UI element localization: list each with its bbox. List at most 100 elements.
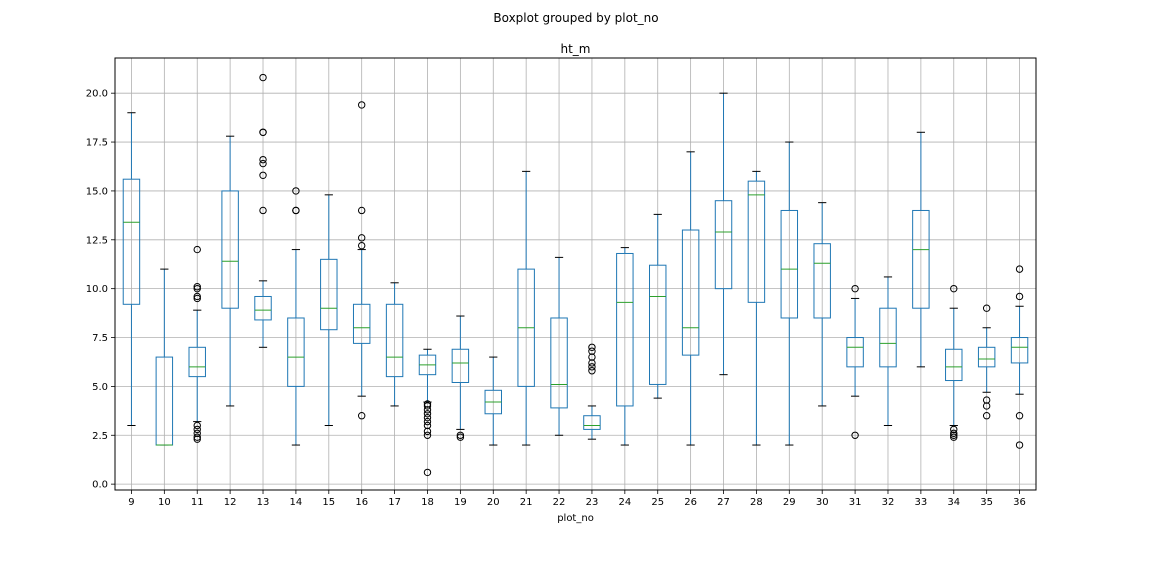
outlier-point xyxy=(259,128,267,136)
box-iqr xyxy=(879,307,897,368)
box-iqr xyxy=(912,209,930,309)
x-tick-label: 36 xyxy=(1013,497,1026,508)
x-tick-label: 14 xyxy=(290,497,303,508)
outlier-point xyxy=(193,292,201,301)
outlier-point xyxy=(423,417,432,426)
outlier-point xyxy=(193,284,201,293)
box-group-33 xyxy=(912,131,930,368)
box-group-24 xyxy=(616,247,634,446)
box-group-25 xyxy=(649,213,667,399)
outlier-point xyxy=(1015,412,1024,420)
outlier-point xyxy=(950,433,958,441)
x-tick-label: 23 xyxy=(586,497,599,508)
outlier-point xyxy=(1015,265,1024,273)
box-iqr xyxy=(385,303,404,378)
box-group-27 xyxy=(714,92,733,376)
x-axis-label: plot_no xyxy=(557,513,594,524)
outlier-point xyxy=(950,431,958,439)
outlier-point xyxy=(851,284,859,293)
axes-title: ht_m xyxy=(561,42,591,56)
outlier-point xyxy=(357,234,366,242)
box-group-18 xyxy=(418,348,437,477)
outlier-point xyxy=(357,206,366,215)
box-group-9 xyxy=(122,112,141,426)
outlier-point xyxy=(851,431,859,439)
outlier-point xyxy=(193,429,201,438)
box-iqr xyxy=(320,258,338,331)
outlier-point xyxy=(259,73,267,82)
x-tick-label: 21 xyxy=(520,497,533,508)
box-group-36 xyxy=(1010,265,1029,449)
box-group-19 xyxy=(451,315,470,441)
y-tick-label: 7.5 xyxy=(92,333,108,344)
outlier-point xyxy=(193,435,201,443)
figure-suptitle: Boxplot grouped by plot_no xyxy=(493,11,658,25)
outlier-point xyxy=(357,241,366,250)
x-tick-label: 27 xyxy=(717,497,730,508)
box-group-13 xyxy=(254,73,272,348)
box-group-29 xyxy=(780,141,799,446)
box-group-34 xyxy=(945,284,963,441)
box-group-26 xyxy=(681,151,700,446)
x-tick-label: 12 xyxy=(224,497,237,508)
box-group-21 xyxy=(517,170,535,446)
outlier-point xyxy=(357,412,366,420)
y-tick-label: 15.0 xyxy=(86,186,108,197)
outlier-point xyxy=(456,431,465,439)
y-tick-label: 12.5 xyxy=(86,235,108,246)
outlier-point xyxy=(193,421,201,430)
outlier-point xyxy=(982,304,991,312)
outlier-point xyxy=(423,402,432,410)
x-tick-label: 13 xyxy=(257,497,270,508)
box-iqr xyxy=(583,415,601,430)
box-iqr xyxy=(649,264,667,385)
x-tick-label: 35 xyxy=(980,497,993,508)
outlier-point xyxy=(423,406,432,414)
box-group-17 xyxy=(385,282,404,407)
x-tick-label: 20 xyxy=(487,497,500,508)
x-tick-label: 29 xyxy=(783,497,796,508)
x-tick-label: 32 xyxy=(882,497,895,508)
outlier-point xyxy=(423,427,432,436)
box-group-30 xyxy=(813,202,831,407)
outlier-point xyxy=(456,433,465,441)
outlier-point xyxy=(193,433,201,441)
box-group-15 xyxy=(320,194,338,426)
box-iqr xyxy=(221,190,239,309)
outlier-point xyxy=(950,425,958,434)
outlier-point xyxy=(292,187,300,195)
y-tick-label: 0.0 xyxy=(92,480,108,491)
outlier-point xyxy=(423,468,432,477)
box-iqr xyxy=(188,346,206,378)
y-tick-label: 2.5 xyxy=(92,431,108,442)
x-tick-label: 26 xyxy=(684,497,697,508)
box-iqr xyxy=(714,200,733,290)
outlier-point xyxy=(423,410,432,418)
box-iqr xyxy=(846,337,864,368)
x-tick-label: 25 xyxy=(651,497,664,508)
outlier-point xyxy=(588,367,596,375)
box-iqr xyxy=(813,243,831,319)
box-iqr xyxy=(1010,337,1029,364)
outlier-point xyxy=(982,412,991,420)
x-tick-label: 30 xyxy=(816,497,829,508)
outlier-point xyxy=(357,101,366,109)
x-tick-label: 10 xyxy=(158,497,171,508)
outlier-point xyxy=(259,155,267,164)
box-group-32 xyxy=(879,276,897,426)
grid-lines xyxy=(115,58,1036,490)
box-iqr xyxy=(451,348,470,383)
y-tick-label: 17.5 xyxy=(86,138,108,149)
outlier-point xyxy=(1015,292,1024,301)
outlier-point xyxy=(193,245,201,254)
outlier-point xyxy=(423,421,432,430)
boxes-layer xyxy=(122,73,1029,477)
box-group-22 xyxy=(550,256,568,436)
outlier-point xyxy=(423,400,432,408)
outlier-point xyxy=(588,353,596,361)
box-iqr xyxy=(945,348,963,382)
x-tick-label: 11 xyxy=(191,497,204,508)
box-group-12 xyxy=(221,135,239,407)
y-tick-label: 20.0 xyxy=(86,89,108,100)
